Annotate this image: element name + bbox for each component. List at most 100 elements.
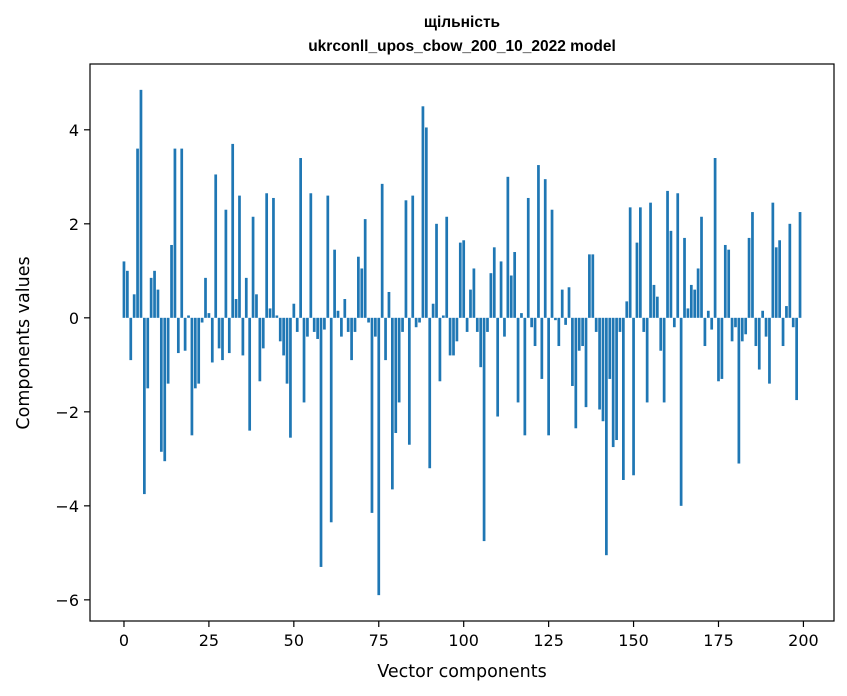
bar [639,207,642,318]
bar [751,212,754,318]
bar [506,176,510,318]
bar [605,317,608,556]
bar [557,317,561,347]
bar [200,317,204,323]
bar [261,317,265,349]
bar [686,308,690,318]
bar [387,291,391,318]
bar [231,143,235,318]
bar [163,317,167,462]
plot-frame [89,63,835,622]
bar [401,317,404,332]
bar [353,317,357,332]
bar [380,183,384,318]
bar [122,261,126,318]
bar [689,284,693,318]
bar [778,240,781,318]
bar [655,296,659,318]
bar [774,247,778,318]
bar [391,317,394,490]
bar [723,244,727,318]
bar [499,261,503,318]
bar [608,317,612,379]
bar [649,202,652,318]
bar [785,306,788,318]
bar [278,317,282,342]
bar [438,317,442,382]
bar [248,317,252,431]
bar [374,317,377,337]
x-axis-label: Vector components [377,662,546,682]
bar [496,317,500,417]
bar [397,317,401,403]
bar [136,148,139,318]
bar [156,289,160,318]
bar [713,158,717,318]
x-tick-label: 100 [448,631,479,650]
bar [584,317,588,408]
y-axis-ticks: −6 −4 −2 0 2 4 [55,121,90,610]
bar [421,106,425,318]
bar [635,242,639,318]
bar [458,242,462,318]
bar [312,317,316,332]
bar [683,237,686,318]
bar [710,317,714,330]
x-tick-label: 0 [119,631,129,650]
bar [329,317,333,523]
x-tick-label: 200 [788,631,819,650]
x-tick-label: 175 [703,631,734,650]
bar [448,317,452,356]
bar [377,317,381,596]
bar [520,313,523,318]
bar [717,317,720,382]
bar [428,317,432,469]
bar [618,317,622,332]
bar [319,317,323,567]
bar [452,317,455,356]
bar [333,249,336,318]
bar [394,317,398,433]
x-axis-ticks: 0 25 50 75 100 125 150 175 200 [119,621,819,650]
bar [183,317,187,351]
bar [479,317,483,368]
bar [265,193,269,318]
bar [153,270,156,318]
bar [482,317,486,542]
chart-title: щільність [424,14,500,31]
bar [720,317,724,379]
bar [190,317,194,436]
bar [676,193,680,318]
bar [407,317,411,445]
bar [299,158,302,318]
bar [204,277,207,318]
bar [645,317,649,403]
bar [693,289,697,318]
bar [173,148,177,318]
bar [530,317,533,328]
bar [431,303,435,318]
y-tick-label: 2 [69,215,79,234]
bar [207,313,211,318]
bar [594,317,598,332]
bar [740,317,744,342]
bar [659,317,663,351]
bar [727,249,731,318]
bar [210,317,214,363]
bar [734,317,737,328]
bar [309,193,313,318]
bar [788,223,792,318]
bar [516,317,520,403]
bar [435,223,438,318]
bar [258,317,262,382]
bar [445,216,449,318]
bar [672,317,676,328]
bar [180,148,184,318]
x-tick-label: 150 [618,631,649,650]
bar [696,268,700,318]
bar [238,195,241,318]
bar [761,310,765,318]
bar [357,256,360,318]
bar [523,317,527,436]
x-tick-label: 25 [199,631,219,650]
